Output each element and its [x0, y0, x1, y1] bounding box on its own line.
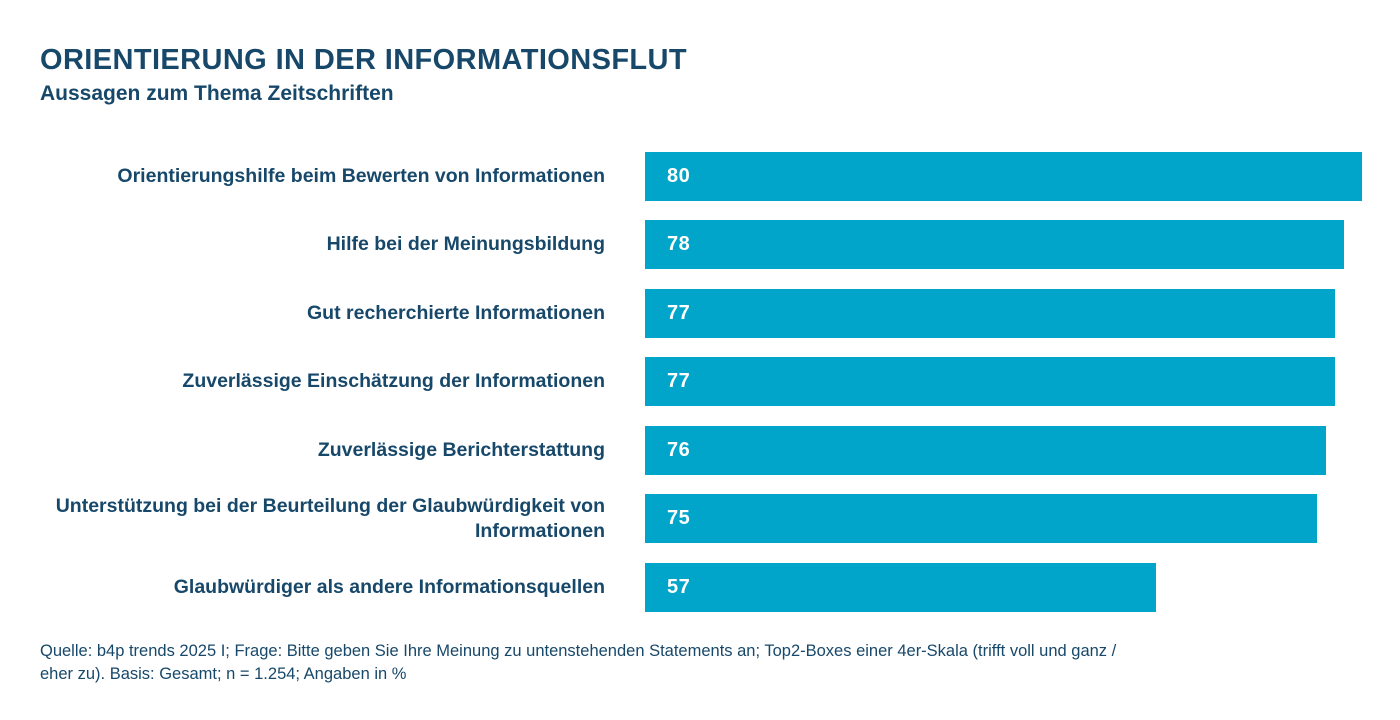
bar-value: 80: [667, 165, 691, 187]
bar: 80: [645, 152, 1362, 201]
bar: 75: [645, 494, 1317, 544]
bar: 76: [645, 425, 1326, 475]
bar-row: Orientierungshilfe beim Bewerten von Inf…: [40, 152, 1400, 201]
horizontal-bar-chart: Orientierungshilfe beim Bewerten von Inf…: [40, 152, 1400, 613]
bar-value: 77: [667, 301, 691, 324]
bar: 77: [645, 288, 1335, 338]
bar: 57: [645, 563, 1156, 613]
bar: 78: [645, 220, 1344, 270]
bar-row: Zuverlässige Berichterstattung 76: [40, 425, 1400, 475]
bar-value: 78: [667, 233, 691, 256]
bar-label: Zuverlässige Einschätzung der Informatio…: [182, 370, 605, 393]
bar-label: Orientierungshilfe beim Bewerten von Inf…: [117, 165, 605, 188]
bar-row: Zuverlässige Einschätzung der Informatio…: [40, 357, 1400, 407]
bar-label: Hilfe bei der Meinungsbildung: [326, 233, 605, 256]
bar: 77: [645, 357, 1335, 407]
bar-row: Glaubwürdiger als andere Informationsque…: [40, 563, 1400, 613]
source-note: Quelle: b4p trends 2025 I; Frage: Bitte …: [40, 640, 1385, 686]
bar-label: Unterstützung bei der Beurteilung der Gl…: [55, 494, 605, 542]
bar-row: Gut recherchierte Informationen 77: [40, 288, 1400, 338]
bar-label: Gut recherchierte Informationen: [307, 301, 605, 324]
page-subtitle: Aussagen zum Thema Zeitschriften: [40, 82, 394, 105]
source-note-line2: eher zu). Basis: Gesamt; n = 1.254; Anga…: [40, 665, 407, 683]
bar-row: Unterstützung bei der Beurteilung der Gl…: [40, 494, 1400, 544]
bar-value: 76: [667, 438, 691, 461]
bar-value: 75: [667, 507, 691, 530]
bar-value: 77: [667, 370, 691, 393]
bar-label: Zuverlässige Berichterstattung: [317, 438, 605, 461]
bar-row: Hilfe bei der Meinungsbildung 78: [40, 220, 1400, 270]
source-note-line1: Quelle: b4p trends 2025 I; Frage: Bitte …: [40, 642, 1117, 660]
bar-value: 57: [667, 576, 691, 599]
bar-label: Glaubwürdiger als andere Informationsque…: [173, 576, 605, 599]
page-title: ORIENTIERUNG IN DER INFORMATIONSFLUT: [40, 44, 688, 76]
